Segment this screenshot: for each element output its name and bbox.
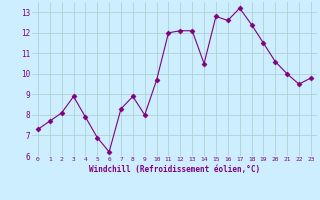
X-axis label: Windchill (Refroidissement éolien,°C): Windchill (Refroidissement éolien,°C) <box>89 165 260 174</box>
